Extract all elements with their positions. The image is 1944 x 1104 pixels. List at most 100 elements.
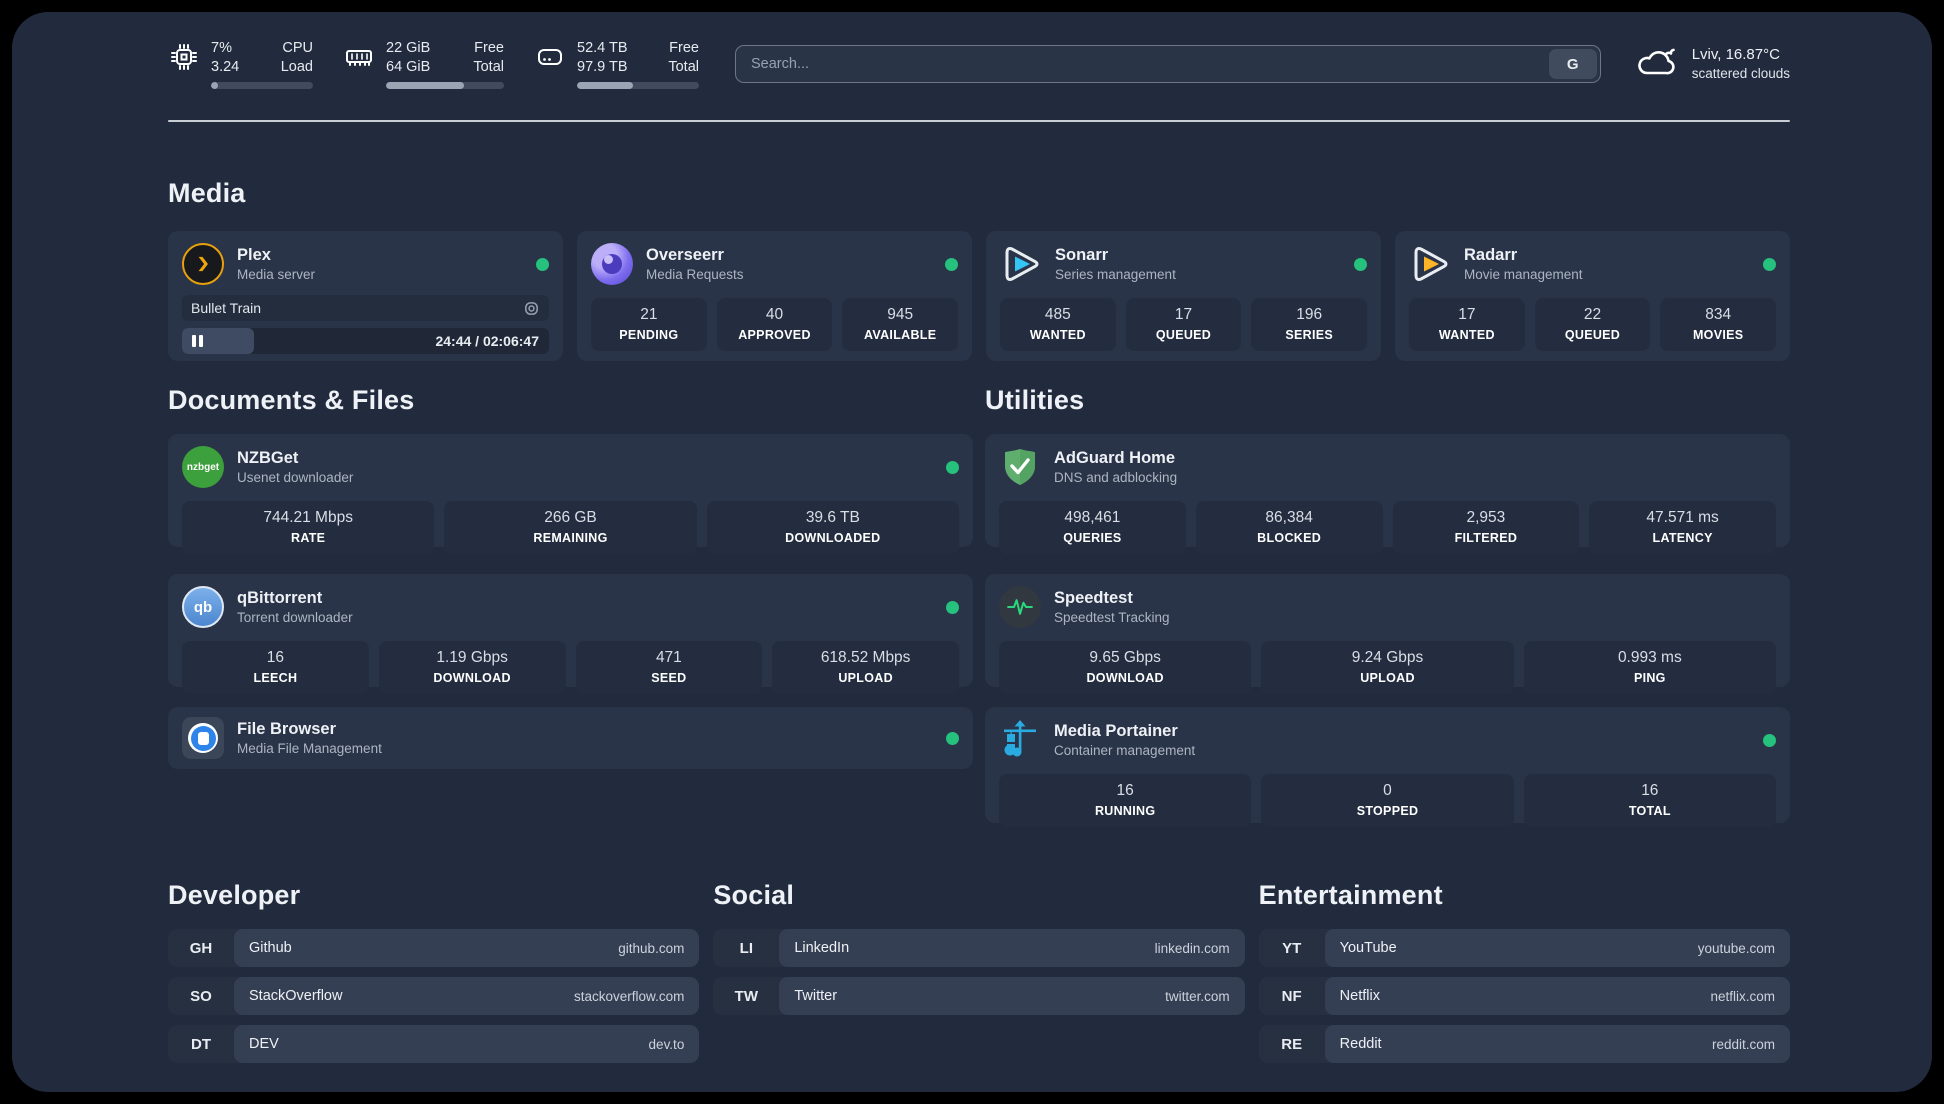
- stat-wanted: 485 WANTED: [1000, 298, 1116, 351]
- memory-progress-fill: [386, 81, 464, 89]
- bookmark-name: LinkedIn: [794, 940, 850, 956]
- app-subtitle: Media File Management: [237, 741, 382, 756]
- app-title: NZBGet: [237, 449, 299, 467]
- bookmark-abbr: DT: [191, 1035, 211, 1053]
- app-card-nzbget[interactable]: nzbget NZBGet Usenet downloader 744.21 M…: [168, 434, 973, 554]
- disk-total-label: Total: [668, 59, 699, 75]
- bookmark-url: stackoverflow.com: [574, 988, 685, 1004]
- cloud-icon: [1633, 44, 1679, 85]
- search-input[interactable]: [735, 45, 1601, 83]
- app-title: Media Portainer: [1054, 722, 1178, 740]
- stat-approved: 40 APPROVED: [716, 298, 833, 351]
- bookmark-url: github.com: [618, 940, 685, 956]
- status-dot: [946, 731, 959, 745]
- bookmark-abbr: YT: [1282, 939, 1302, 957]
- app-card-sonarr[interactable]: Sonarr Series management 485 WANTED 17 Q…: [986, 231, 1381, 361]
- app-card-filebrowser[interactable]: File Browser Media File Management: [168, 707, 973, 769]
- app-subtitle: Media Requests: [646, 267, 744, 282]
- portainer-icon: [999, 719, 1041, 761]
- stat-total: 16 TOTAL: [1523, 774, 1776, 827]
- bookmark-group-entertainment: Entertainment YT YouTube youtube.com NF …: [1258, 880, 1790, 1073]
- memory-icon: [343, 41, 375, 73]
- memory-total-label: Total: [473, 59, 504, 75]
- nzbget-icon: nzbget: [182, 446, 224, 488]
- app-subtitle: Container management: [1054, 743, 1196, 758]
- disk-icon: [534, 41, 566, 73]
- bookmark-group-developer: Developer GH Github github.com SO StackO…: [168, 880, 700, 1073]
- memory-free-label: Free: [474, 40, 504, 57]
- bookmark-reddit[interactable]: RE Reddit reddit.com: [1258, 1025, 1790, 1063]
- top-bar: 7% 3.24 CPU Load: [168, 38, 1790, 90]
- bookmark-name: Reddit: [1339, 1036, 1382, 1052]
- app-card-plex[interactable]: Plex Media server Bullet Train 24:44 / 0…: [168, 231, 563, 361]
- memory-free-value: 22 GiB: [386, 40, 431, 57]
- overseerr-icon: [591, 243, 633, 285]
- bookmark-name: Netflix: [1339, 988, 1380, 1004]
- weather-widget: Lviv, 16.87°C scattered clouds: [1633, 44, 1790, 85]
- app-title: Speedtest: [1054, 589, 1133, 607]
- playback-time: 24:44 / 02:06:47: [435, 333, 539, 349]
- bookmark-linkedin[interactable]: LI LinkedIn linkedin.com: [713, 929, 1245, 967]
- app-subtitle: Speedtest Tracking: [1054, 610, 1170, 625]
- bookmark-url: netflix.com: [1710, 988, 1775, 1004]
- bookmark-abbr: LI: [739, 939, 753, 957]
- bookmark-netflix[interactable]: NF Netflix netflix.com: [1258, 977, 1790, 1015]
- section-title-documents: Documents & Files: [168, 385, 415, 415]
- filebrowser-icon: [182, 717, 224, 759]
- utilities-column: Utilities AdGuard Home DNS and adblockin…: [985, 385, 1790, 827]
- disk-total-value: 97.9 TB: [577, 59, 628, 75]
- stat-filtered: 2,953 FILTERED: [1392, 501, 1580, 554]
- plex-icon: [182, 243, 224, 285]
- section-title-utilities: Utilities: [985, 385, 1085, 415]
- bookmark-name: StackOverflow: [249, 988, 343, 1004]
- bookmark-name: Twitter: [794, 988, 838, 1004]
- app-card-overseerr[interactable]: Overseerr Media Requests 21 PENDING 40 A…: [577, 231, 972, 361]
- status-dot: [1763, 257, 1776, 271]
- memory-widget: 22 GiB 64 GiB Free Total: [343, 39, 504, 89]
- app-card-qbittorrent[interactable]: qb qBittorrent Torrent downloader 16 LEE…: [168, 574, 973, 694]
- app-card-speedtest[interactable]: Speedtest Speedtest Tracking 9.65 Gbps D…: [985, 574, 1790, 694]
- search-bar: G: [735, 45, 1601, 83]
- stat-queued: 17 QUEUED: [1125, 298, 1242, 351]
- section-title-media: Media: [168, 178, 246, 208]
- bookmark-twitter[interactable]: TW Twitter twitter.com: [713, 977, 1245, 1015]
- adguard-icon: [999, 446, 1041, 488]
- bookmark-url: twitter.com: [1165, 988, 1230, 1004]
- stat-running: 16 RUNNING: [999, 774, 1252, 827]
- bookmark-stackoverflow[interactable]: SO StackOverflow stackoverflow.com: [168, 977, 700, 1015]
- app-card-radarr[interactable]: Radarr Movie management 17 WANTED 22 QUE…: [1395, 231, 1790, 361]
- app-card-adguard[interactable]: AdGuard Home DNS and adblocking 498,461 …: [985, 434, 1790, 554]
- stat-queries: 498,461 QUERIES: [999, 501, 1186, 554]
- bookmark-github[interactable]: GH Github github.com: [168, 929, 700, 967]
- app-title: File Browser: [237, 720, 337, 738]
- stat-remaining: 266 GB REMAINING: [444, 501, 697, 554]
- radarr-icon: [1409, 243, 1451, 285]
- bookmark-youtube[interactable]: YT YouTube youtube.com: [1258, 929, 1790, 967]
- disk-widget: 52.4 TB 97.9 TB Free Total: [534, 39, 699, 89]
- bookmark-dev[interactable]: DT DEV dev.to: [168, 1025, 700, 1063]
- stat-downloaded: 39.6 TB DOWNLOADED: [706, 501, 959, 554]
- stat-available: 945 AVAILABLE: [842, 298, 959, 351]
- search-engine-button[interactable]: G: [1548, 49, 1597, 79]
- app-card-portainer[interactable]: Media Portainer Container management 16 …: [985, 707, 1790, 827]
- documents-column: Documents & Files nzbget NZBGet Usenet d…: [168, 385, 973, 823]
- app-subtitle: DNS and adblocking: [1054, 470, 1178, 485]
- disk-progress-fill: [577, 81, 634, 89]
- stat-seed: 471 SEED: [575, 641, 763, 694]
- bookmark-name: Github: [249, 940, 292, 956]
- dashboard-frame: 7% 3.24 CPU Load: [12, 12, 1932, 1092]
- app-title: qBittorrent: [237, 589, 323, 607]
- pause-icon: [192, 335, 203, 347]
- stat-download: 1.19 Gbps DOWNLOAD: [378, 641, 566, 694]
- disk-free-value: 52.4 TB: [577, 40, 628, 57]
- cpu-icon: [168, 41, 200, 73]
- gear-icon[interactable]: [523, 300, 540, 317]
- bookmark-abbr: TW: [734, 987, 758, 1005]
- memory-progress-bar: [386, 81, 504, 89]
- speedtest-icon: [999, 586, 1041, 628]
- disk-progress-bar: [577, 81, 699, 89]
- status-dot: [946, 460, 959, 474]
- section-title-developer: Developer: [168, 880, 301, 910]
- app-title: Sonarr: [1055, 246, 1109, 264]
- app-title: Radarr: [1464, 246, 1518, 264]
